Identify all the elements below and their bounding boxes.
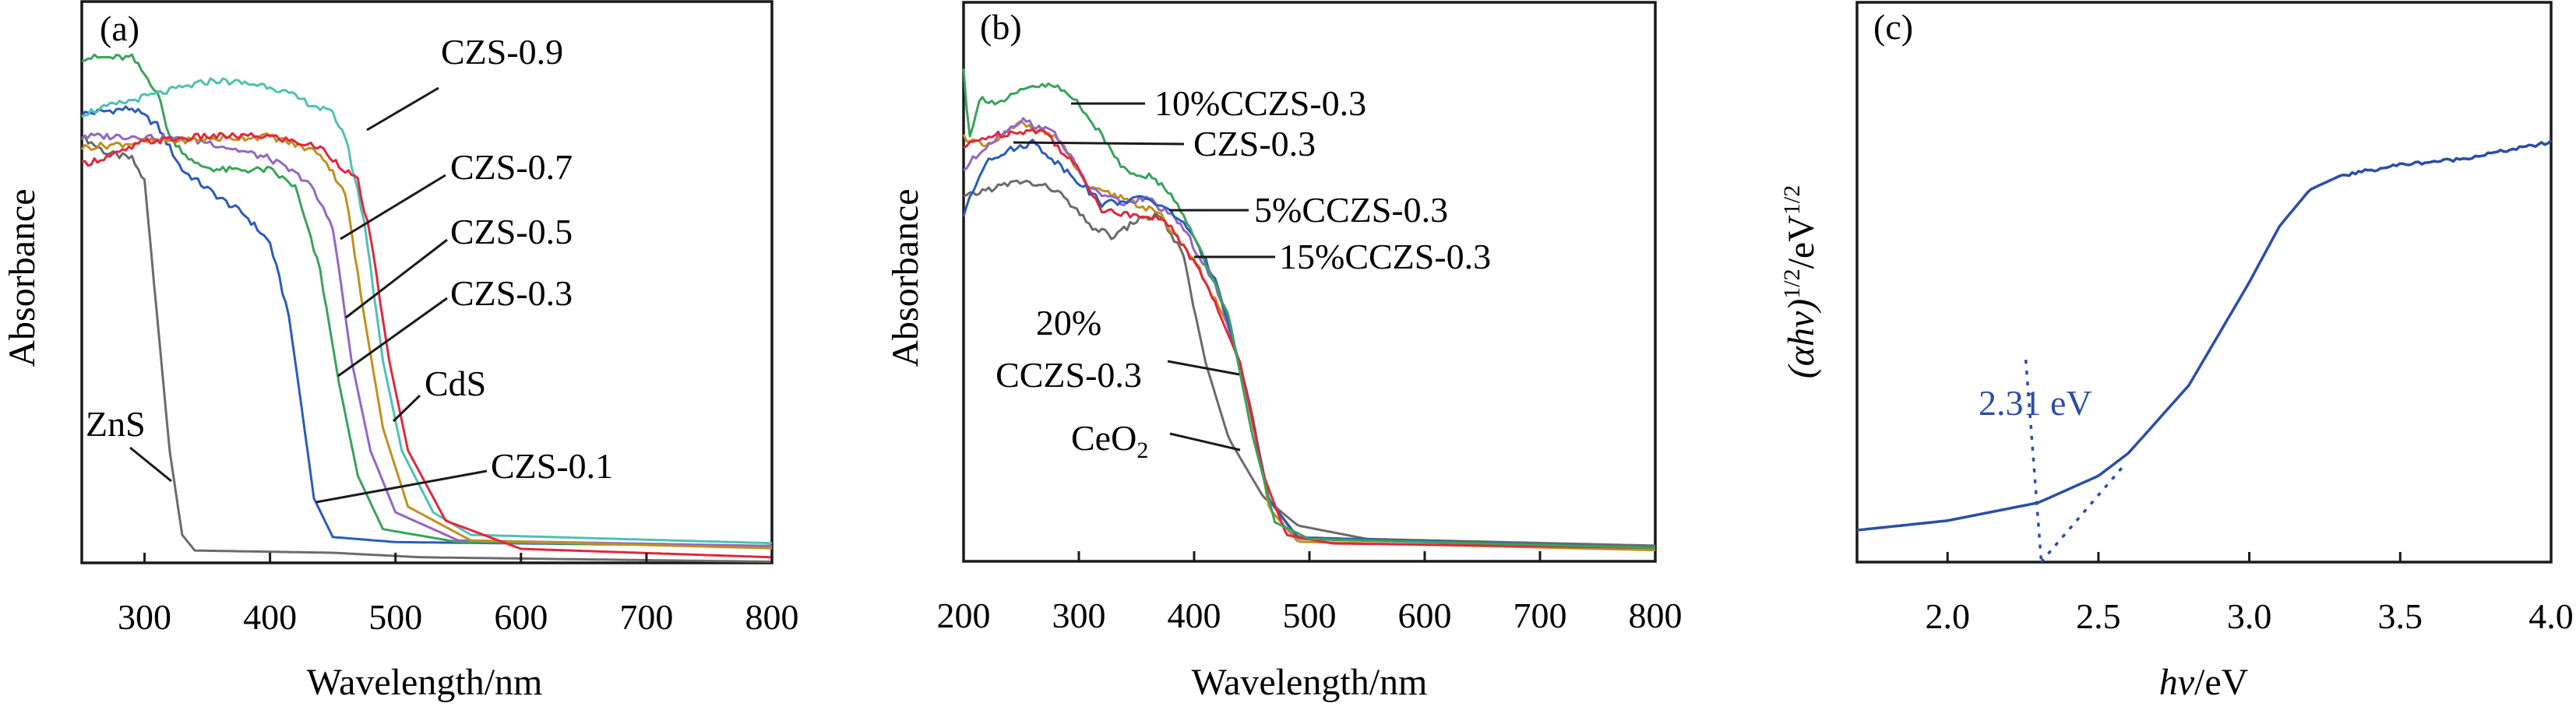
x-tick-label: 3.5: [2378, 596, 2423, 636]
label-ceo2-sub: 2: [1136, 438, 1148, 463]
leader-czs-0.3: [337, 297, 448, 378]
series-line-zns: [80, 134, 773, 564]
plot-frame-c: [1855, 1, 2553, 564]
panel-c: 2.0 2.5 3.0 3.5 4.0 (c) (αhv)1/2/eV1/2 hv/eV…: [1779, 1, 2574, 703]
svg-text:CeO2: CeO2: [1071, 418, 1148, 463]
ylabel-unit-sup: 1/2: [1779, 185, 1805, 215]
series-line-czs-0-3: [81, 53, 773, 547]
band-gap-label: 2.31 eV: [1979, 383, 2092, 423]
x-tick-label: 500: [1283, 596, 1337, 635]
x-axis-title-c: hv/eV: [2159, 662, 2249, 703]
series-line-czs-0-7: [80, 132, 773, 550]
x-tick-label: 2.5: [2076, 596, 2121, 636]
series-line-tauc-plot: [1856, 139, 2553, 532]
x-tick-label: 2.0: [1925, 596, 1970, 636]
x-tick-label: 3.0: [2227, 596, 2272, 636]
y-axis-title-b: Absorbance: [885, 188, 926, 367]
panel-label-c: (c): [1873, 7, 1913, 47]
xlabel-italic: hv: [2159, 662, 2195, 703]
ylabel-main: (αhv): [1781, 299, 1822, 378]
x-tick-label: 4.0: [2528, 596, 2574, 636]
leader-czs-0.9: [366, 86, 439, 132]
y-axis-title-c: (αhv)1/2/eV1/2: [1779, 185, 1822, 378]
label-5pct: 5%CCZS-0.3: [1254, 190, 1448, 230]
x-tick-label: 700: [619, 597, 673, 637]
series-group-c: [1856, 139, 2553, 564]
leader-20pct: [1167, 360, 1240, 376]
label-20pct-line2: CCZS-0.3: [996, 355, 1142, 395]
x-tick-label: 600: [494, 597, 548, 637]
leader-ceo2: [1169, 432, 1241, 452]
label-czs-0.3-b: CZS-0.3: [1193, 124, 1316, 163]
x-ticks-a: 300 400 500 600 700 800: [118, 553, 799, 637]
label-20pct-line1: 20%: [1036, 303, 1101, 343]
x-ticks-b: 200 300 400 500 600 700 800: [937, 551, 1683, 635]
x-ticks-c: 2.0 2.5 3.0 3.5 4.0: [1925, 552, 2574, 636]
label-czs-0.7: CZS-0.7: [450, 147, 573, 187]
series-group-b: [962, 68, 1656, 552]
x-tick-label: 500: [368, 597, 422, 637]
x-tick-label: 800: [1629, 596, 1683, 635]
ylabel-sup: 1/2: [1779, 269, 1805, 298]
plot-frame-a: [80, 0, 774, 564]
x-tick-label: 200: [937, 596, 991, 635]
tangent-line: [2039, 466, 2124, 564]
series-line-ceo2: [963, 179, 1656, 547]
series-line-czs-0-9: [81, 77, 773, 545]
ylabel-unit: /eV: [1781, 215, 1822, 269]
leader-czs-0.3-b: [1013, 141, 1185, 146]
x-tick-label: 400: [1168, 596, 1221, 635]
leader-zns: [129, 446, 172, 483]
label-zns: ZnS: [86, 404, 146, 444]
label-10pct: 10%CCZS-0.3: [1154, 83, 1366, 123]
label-czs-0.3: CZS-0.3: [450, 273, 573, 313]
label-czs-0.1: CZS-0.1: [491, 446, 613, 486]
series-group-a: [80, 53, 773, 564]
x-tick-label: 700: [1514, 596, 1567, 635]
panel-label-b: (b): [980, 7, 1022, 47]
x-axis-title-a: Wavelength/nm: [307, 662, 543, 703]
leader-czs-0.5: [345, 238, 448, 319]
label-czs-0.5: CZS-0.5: [450, 212, 573, 251]
x-tick-label: 300: [1052, 596, 1106, 635]
label-cds: CdS: [425, 364, 486, 403]
leader-czs-0.7: [340, 174, 446, 241]
xlabel-rest: /eV: [2194, 662, 2249, 703]
x-tick-label: 800: [745, 597, 799, 637]
svg-text:(αhv)1/2/eV1/2: (αhv)1/2/eV1/2: [1779, 185, 1822, 378]
label-czs-0.9: CZS-0.9: [441, 32, 563, 72]
panel-label-a: (a): [100, 9, 139, 48]
band-gap-leader-line: [2024, 354, 2043, 560]
panel-a: 300 400 500 600 700 800 (a) Absorbance Wavele…: [2, 0, 799, 703]
label-15pct: 15%CCZS-0.3: [1279, 237, 1491, 276]
x-axis-title-b: Wavelength/nm: [1192, 662, 1428, 703]
x-tick-label: 600: [1398, 596, 1452, 635]
label-ceo2: CeO2: [1071, 418, 1148, 463]
x-tick-label: 400: [243, 597, 297, 637]
series-line-cds: [81, 132, 773, 559]
x-tick-label: 300: [118, 597, 171, 637]
label-ceo2-main: CeO: [1071, 418, 1136, 458]
leader-cds: [392, 394, 421, 423]
y-axis-title-a: Absorbance: [2, 188, 43, 367]
series-line-czs-0-1: [80, 105, 773, 547]
panel-b: 200 300 400 500 600 700 800 (b) Absorbance Wav…: [885, 1, 1683, 703]
leader-czs-0.1: [315, 469, 488, 504]
